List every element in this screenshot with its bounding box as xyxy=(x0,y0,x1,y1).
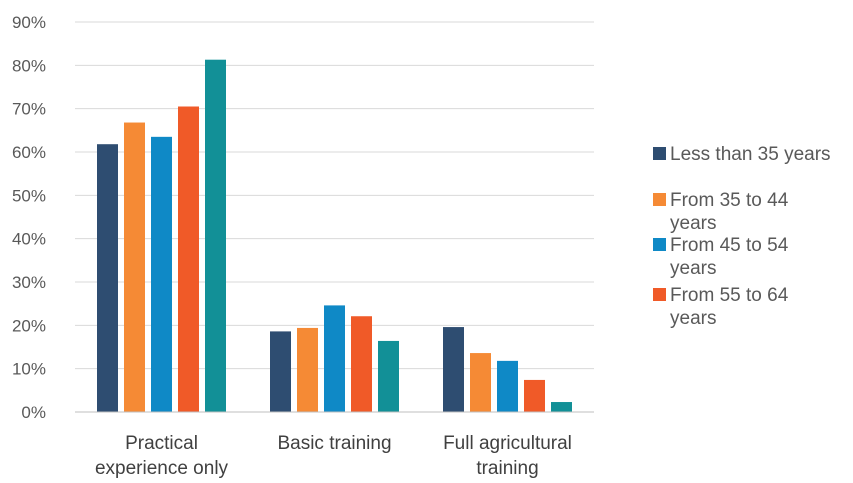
x-category-label: Practical experience only xyxy=(95,433,229,479)
legend-swatch xyxy=(653,238,666,251)
legend-item: From 45 to 54 years xyxy=(653,235,789,279)
bar xyxy=(497,360,518,412)
y-tick-label: 90% xyxy=(12,13,46,32)
y-tick-label: 0% xyxy=(21,403,46,422)
bars xyxy=(97,59,572,413)
bar xyxy=(178,106,199,412)
bar xyxy=(97,144,118,412)
y-tick-label: 30% xyxy=(12,273,46,292)
bar xyxy=(443,327,464,412)
legend-label: From 35 to 44 years xyxy=(670,190,789,234)
bar xyxy=(297,327,318,412)
y-axis-tick-labels: 0% 10% 20% 30% 40% 50% 60% 70% 80% 90% xyxy=(12,13,46,422)
bar xyxy=(524,379,545,412)
bar xyxy=(124,122,145,413)
x-axis-category-labels: Practical experience only Basic training Fu… xyxy=(95,433,572,479)
legend-label: Less than 35 years xyxy=(670,144,831,165)
y-tick-label: 70% xyxy=(12,100,46,119)
legend-swatch xyxy=(653,147,666,160)
x-category-label: Full agricultural training xyxy=(443,433,572,479)
legend-item: Less than 35 years xyxy=(653,144,831,165)
y-tick-label: 40% xyxy=(12,230,46,249)
legend-swatch xyxy=(653,193,666,206)
y-tick-label: 50% xyxy=(12,186,46,205)
bar xyxy=(551,402,572,412)
legend-label: From 45 to 54 years xyxy=(670,235,789,279)
bar xyxy=(205,59,226,412)
bar xyxy=(270,331,291,412)
bar xyxy=(470,353,491,412)
y-tick-label: 60% xyxy=(12,143,46,162)
bar xyxy=(151,136,172,413)
bar xyxy=(351,316,372,412)
y-tick-label: 80% xyxy=(12,56,46,75)
y-tick-label: 20% xyxy=(12,316,46,335)
bar xyxy=(324,305,345,412)
legend-item: From 55 to 64 years xyxy=(653,285,789,329)
legend-label: From 55 to 64 years xyxy=(670,285,789,329)
legend-item: From 35 to 44 years xyxy=(653,190,789,234)
y-tick-label: 10% xyxy=(12,360,46,379)
bar xyxy=(378,340,399,412)
x-category-label: Basic training xyxy=(277,433,391,454)
legend-swatch xyxy=(653,288,666,301)
